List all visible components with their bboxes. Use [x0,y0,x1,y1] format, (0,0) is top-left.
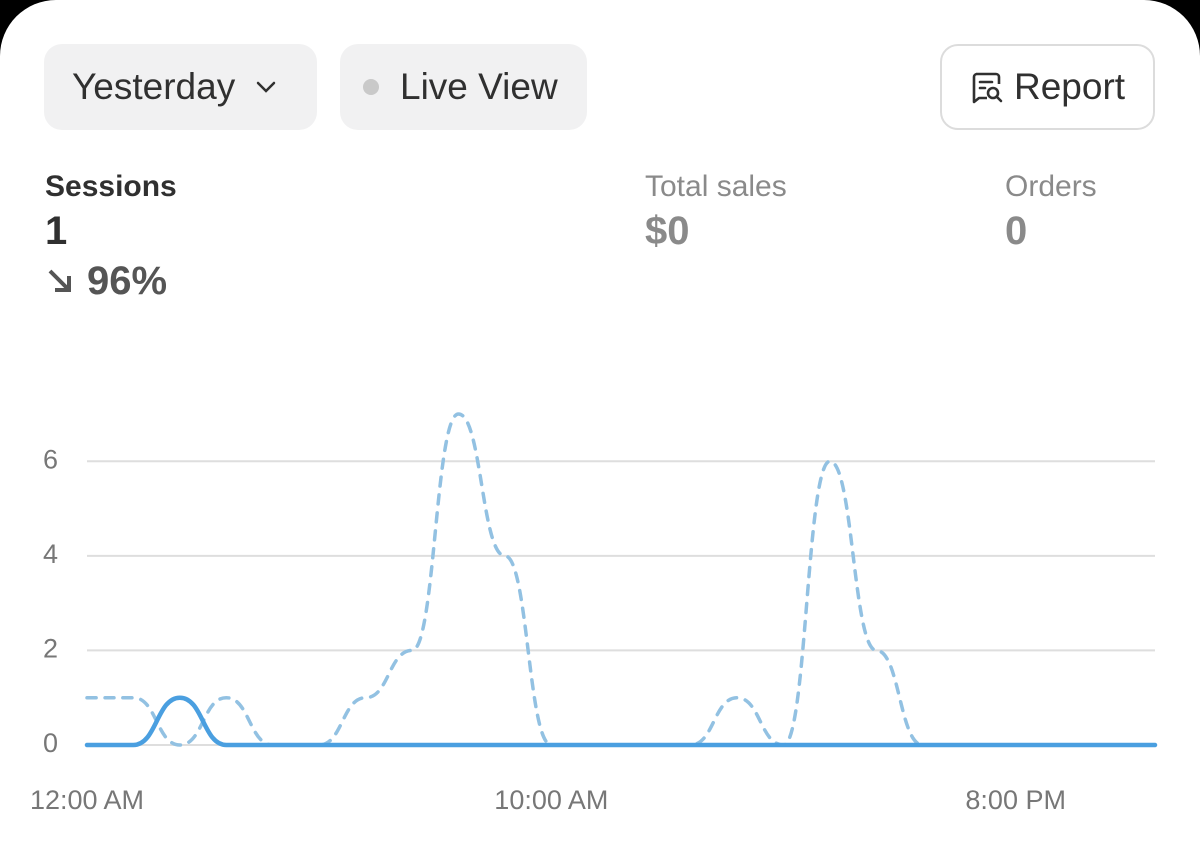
live-view-label: Live View [400,66,558,107]
y-tick-label: 4 [43,539,58,569]
report-button[interactable]: Report [940,44,1155,130]
report-icon [972,72,1003,104]
report-label: Report [1014,66,1126,107]
change-value: 96% [87,259,168,303]
status-dot [363,79,379,95]
period-button[interactable]: Yesterday [44,44,317,130]
x-tick-label: 12:00 AM [30,785,144,815]
metric-label: Orders [1005,170,1097,203]
down-arrow-icon [48,269,71,292]
x-tick-label: 8:00 PM [965,785,1066,815]
y-tick-label: 0 [43,728,58,758]
live-view-button[interactable]: Live View [340,44,587,130]
orders-metric[interactable]: Orders 0 [1005,168,1097,256]
sessions-metric[interactable]: Sessions 1 96% [45,168,177,306]
metric-value: $0 [645,209,690,253]
sales-metric[interactable]: Total sales $0 [645,168,787,256]
metric-change: 96% [45,256,177,306]
metric-label: Total sales [645,170,787,203]
series-line [85,412,1157,747]
metric-value: 1 [45,209,68,253]
period-label: Yesterday [72,66,236,107]
y-tick-label: 2 [43,634,58,664]
chevron-icon [256,81,276,93]
y-tick-label: 6 [43,444,58,474]
metric-label: Sessions [45,170,177,203]
x-tick-label: 10:00 AM [494,785,608,815]
series-line [84,695,1158,748]
metric-value: 0 [1005,209,1028,253]
